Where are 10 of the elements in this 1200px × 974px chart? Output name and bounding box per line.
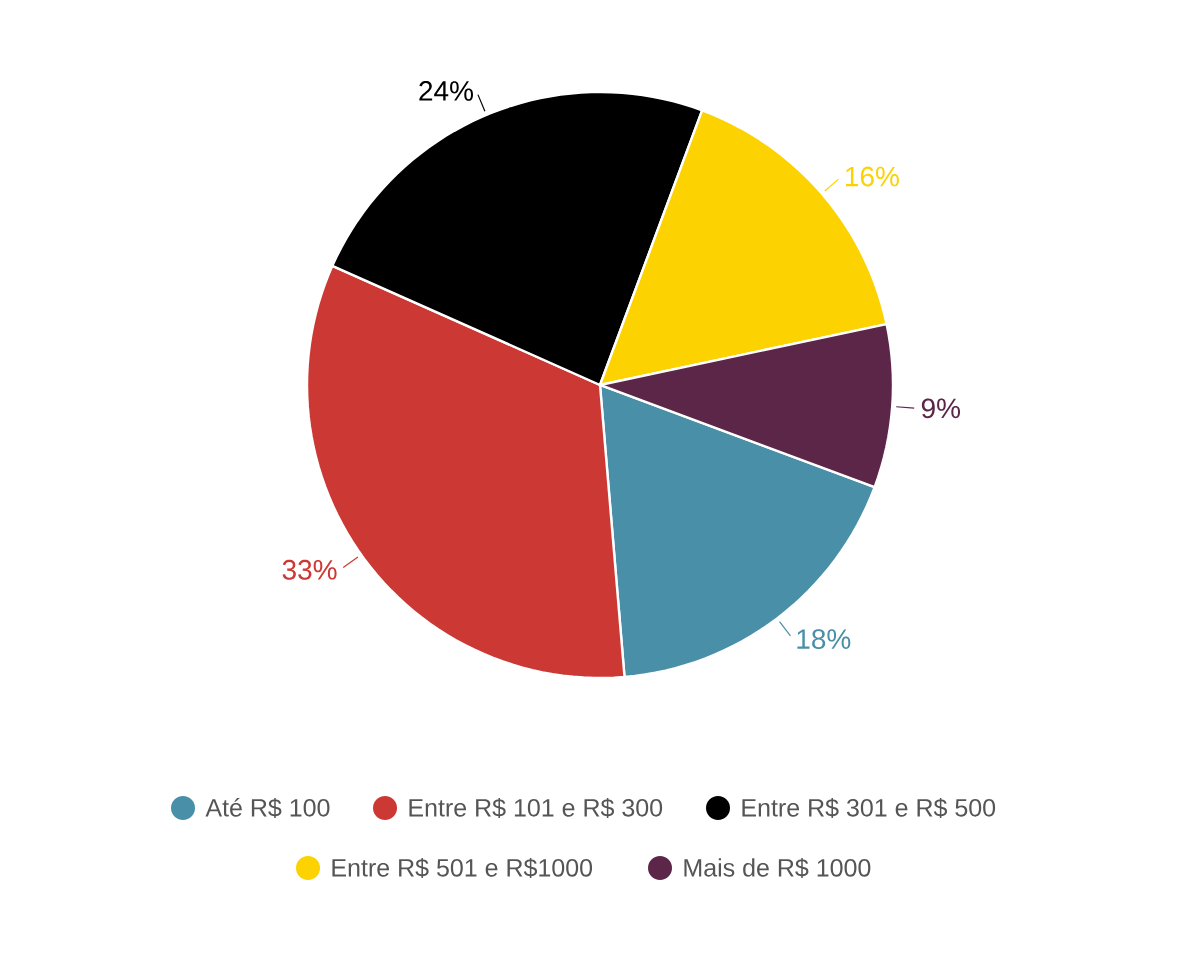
legend-label: Entre R$ 501 e R$1000 — [332, 857, 593, 879]
legend-label: Até R$ 100 — [205, 797, 330, 819]
legend-label: Entre R$ 101 e R$ 300 — [409, 797, 663, 819]
legend-label: Mais de R$ 1000 — [684, 857, 871, 879]
data-label: 16% — [846, 166, 899, 187]
data-label: 24% — [419, 81, 473, 101]
data-label: 18% — [797, 629, 851, 650]
data-label: 9% — [921, 398, 961, 419]
legend-label: Entre R$ 301 e R$ 500 — [742, 797, 996, 819]
data-label: 33% — [282, 559, 337, 580]
